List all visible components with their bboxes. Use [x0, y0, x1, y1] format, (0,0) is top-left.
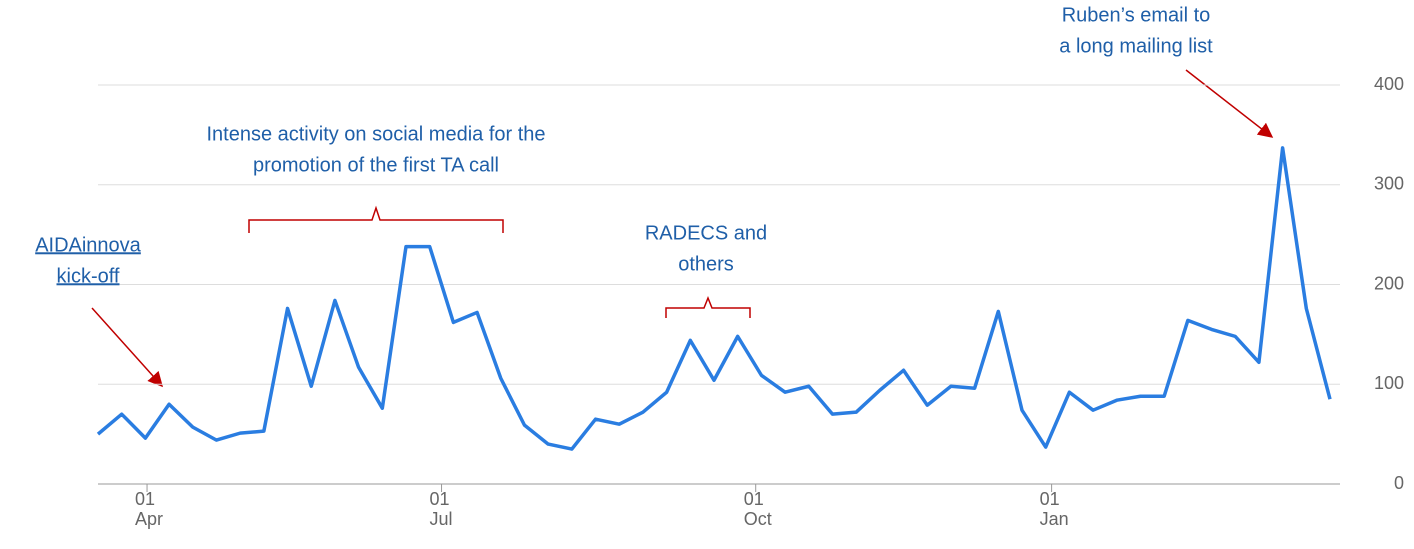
x-tick-label-line: 01: [430, 489, 450, 509]
x-tick-label: 01 Jan: [1040, 489, 1069, 529]
y-tick-label: 200: [1374, 273, 1404, 293]
x-tick-label-line: Oct: [744, 509, 772, 529]
y-tick-label: 100: [1374, 373, 1404, 393]
data-line: [96, 146, 1332, 451]
x-tick-label-line: Jul: [430, 509, 453, 529]
x-tick-label-line: Jan: [1040, 509, 1069, 529]
annotation-shapes: [91, 69, 1274, 388]
x-tick-label: 01 Apr: [135, 489, 163, 529]
x-tick-label: 01 Oct: [744, 489, 772, 529]
annotation: RADECS and: [645, 222, 767, 244]
annotation: kick-off: [57, 265, 120, 287]
x-tick-label-line: Apr: [135, 509, 163, 529]
x-tick-label-line: 01: [1040, 489, 1060, 509]
annotation: Ruben’s email to: [1062, 4, 1211, 26]
annotation: AIDAinnova: [35, 234, 141, 256]
annotation: others: [678, 253, 734, 275]
annotation: Intense activity on social media for the: [206, 123, 545, 145]
y-tick-label: 0: [1394, 473, 1404, 493]
y-tick-label: 300: [1374, 174, 1404, 194]
y-tick-label: 400: [1374, 74, 1404, 94]
x-tick-label: 01 Jul: [430, 489, 453, 529]
x-tick-label-line: 01: [135, 489, 155, 509]
x-tick-label-line: 01: [744, 489, 764, 509]
annotation: a long mailing list: [1059, 35, 1213, 57]
annotation: promotion of the first TA call: [253, 154, 499, 176]
